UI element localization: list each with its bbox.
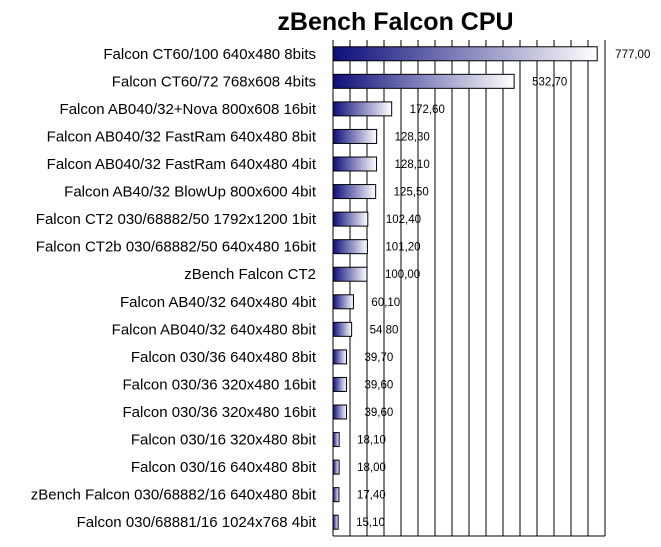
value-label: 54,80 <box>370 324 399 336</box>
category-label: Falcon CT2 030/68882/50 1792x1200 1bit <box>36 211 317 228</box>
category-label: zBench Falcon 030/68882/16 640x480 8bit <box>31 487 317 504</box>
bar <box>332 128 378 144</box>
value-label: 172,60 <box>410 104 445 116</box>
category-label: Falcon AB40/32 640x480 4bit <box>120 294 317 311</box>
category-label: Falcon CT60/72 768x608 4bits <box>112 73 316 90</box>
gridlines <box>332 40 606 537</box>
bar <box>332 321 353 337</box>
bar <box>332 184 377 200</box>
bar <box>332 101 393 117</box>
category-label: Falcon AB040/32 FastRam 640x480 8bit <box>47 128 317 145</box>
bar <box>332 211 369 227</box>
bar <box>332 404 347 420</box>
category-label: Falcon AB040/32 640x480 8bit <box>112 321 317 338</box>
bar <box>332 294 354 310</box>
bar <box>332 432 340 448</box>
category-labels: Falcon CT60/100 640x480 8bits Falcon CT60… <box>31 46 317 531</box>
category-label: Falcon AB040/32 FastRam 640x480 4bit <box>47 156 317 173</box>
bar <box>332 46 598 62</box>
value-label: 18,10 <box>357 435 386 447</box>
value-label: 101,20 <box>385 242 420 254</box>
value-label: 102,40 <box>386 214 421 226</box>
value-label: 39,60 <box>364 407 393 419</box>
value-label: 60,10 <box>371 297 400 309</box>
category-label: Falcon 030/68881/16 1024x768 4bit <box>77 514 317 531</box>
bar <box>332 349 347 365</box>
value-label: 17,40 <box>357 490 386 502</box>
value-label: 100,00 <box>385 269 420 281</box>
value-label: 128,10 <box>395 159 430 171</box>
bar <box>332 487 340 503</box>
value-label: 18,00 <box>357 462 386 474</box>
bar <box>332 376 347 392</box>
value-label: 39,60 <box>364 379 393 391</box>
value-label: 39,70 <box>364 352 393 364</box>
bar <box>332 514 339 530</box>
category-label: Falcon AB040/32+Nova 800x608 16bit <box>60 101 317 118</box>
bar <box>332 266 368 282</box>
category-label: Falcon CT60/100 640x480 8bits <box>103 46 316 63</box>
bars <box>332 46 598 530</box>
bar <box>332 459 340 475</box>
category-label: Falcon AB40/32 BlowUp 800x600 4bit <box>64 184 317 201</box>
value-label: 777,00 <box>615 49 650 61</box>
value-label: 128,30 <box>395 131 430 143</box>
bar <box>332 239 368 255</box>
category-label: Falcon 030/36 640x480 8bit <box>131 349 317 366</box>
category-label: zBench Falcon CT2 <box>184 266 316 283</box>
category-label: Falcon 030/16 640x480 8bit <box>131 459 317 476</box>
value-label: 532,70 <box>532 76 567 88</box>
category-label: Falcon CT2b 030/68882/50 640x480 16bit <box>36 239 317 256</box>
category-label: Falcon 030/16 320x480 8bit <box>131 432 317 449</box>
value-label: 15,10 <box>356 517 385 529</box>
value-label: 125,50 <box>394 187 429 199</box>
category-label: Falcon 030/36 320x480 16bit <box>123 376 317 393</box>
category-label: Falcon 030/36 320x480 16bit <box>123 404 317 421</box>
chart-title: zBench Falcon CPU <box>277 8 514 36</box>
bar <box>332 73 515 89</box>
bar <box>332 156 378 172</box>
value-labels: 777,00 532,70 172,60 128,30 128,10 125,50 102,… <box>356 49 650 529</box>
